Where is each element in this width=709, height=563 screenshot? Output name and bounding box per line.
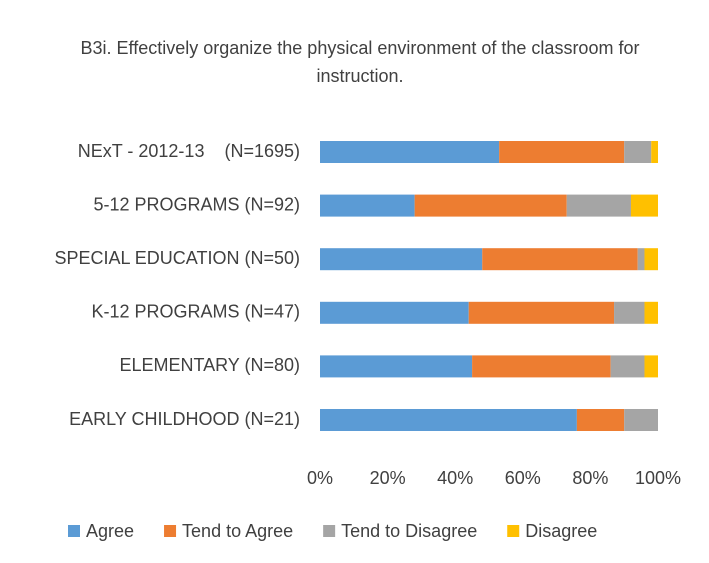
- bar-segment: [414, 194, 567, 217]
- bar-segment: [614, 301, 645, 324]
- x-tick-label: 20%: [370, 468, 406, 488]
- bar-segment: [499, 141, 625, 163]
- bar-segment: [566, 194, 631, 217]
- bar-segment: [320, 194, 415, 217]
- y-tick-label: K-12 PROGRAMS (N=47): [91, 302, 300, 322]
- legend-swatch: [507, 525, 520, 537]
- chart-title: B3i. Effectively organize the physical e…: [80, 38, 640, 86]
- bar-segment: [651, 141, 658, 163]
- legend-swatch: [323, 525, 336, 537]
- x-tick-label: 0%: [307, 468, 333, 488]
- bar-segment: [320, 248, 483, 271]
- legend-label: Tend to Disagree: [341, 521, 477, 541]
- legend-swatch: [68, 525, 80, 537]
- x-tick-label: 80%: [572, 468, 608, 488]
- bar-segment: [320, 409, 577, 431]
- legend-label: Disagree: [525, 521, 597, 541]
- bar-segment: [468, 301, 615, 324]
- bar-segment: [624, 409, 658, 431]
- bar-segment: [472, 355, 611, 378]
- bar-segment: [320, 141, 500, 163]
- bar-segment: [644, 355, 658, 378]
- bar-segment: [637, 248, 645, 271]
- bar-segment: [644, 301, 658, 324]
- y-tick-label: ELEMENTARY (N=80): [119, 355, 300, 375]
- x-tick-label: 100%: [635, 468, 681, 488]
- bar-segment: [624, 141, 652, 163]
- legend-label: Agree: [86, 521, 134, 541]
- y-tick-label: EARLY CHILDHOOD (N=21): [69, 409, 300, 429]
- y-tick-label: 5-12 PROGRAMS (N=92): [93, 194, 300, 214]
- legend-label: Tend to Agree: [182, 521, 293, 541]
- bar-segment: [610, 355, 645, 378]
- x-tick-label: 40%: [437, 468, 473, 488]
- legend-swatch: [164, 525, 177, 537]
- y-tick-label: NExT - 2012-13 (N=1695): [78, 141, 300, 161]
- bar-segment: [630, 194, 658, 217]
- y-tick-label: SPECIAL EDUCATION (N=50): [54, 248, 300, 268]
- x-tick-label: 60%: [505, 468, 541, 488]
- bar-segment: [644, 248, 658, 271]
- bar-segment: [576, 409, 625, 431]
- bar-segment: [482, 248, 638, 271]
- bar-segment: [320, 355, 473, 378]
- bar-segment: [320, 301, 469, 324]
